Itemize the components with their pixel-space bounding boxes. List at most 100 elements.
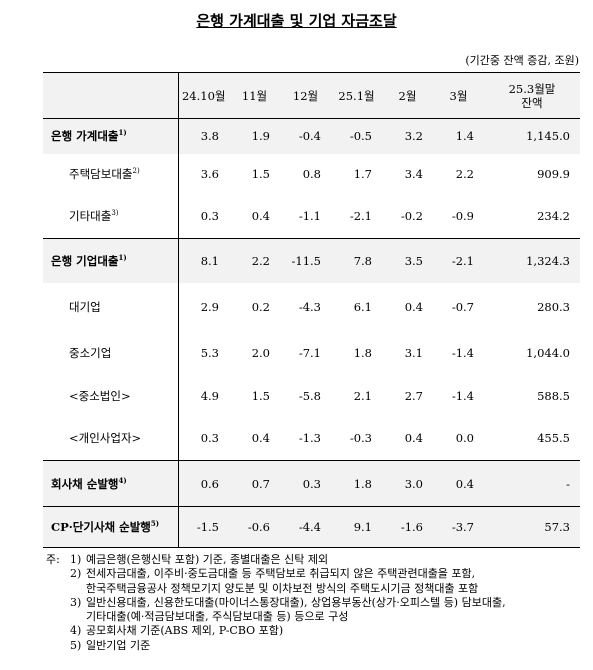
total-row: 회사채 순발행4) 0.6 0.7 0.3 1.8 3.0 0.4 - bbox=[43, 460, 580, 507]
value-cell: 0.7 bbox=[251, 476, 270, 491]
value-cell: -0.4 bbox=[298, 129, 321, 144]
value-cell: 0.6 bbox=[200, 476, 219, 491]
row-label: 은행 기업대출1) bbox=[43, 238, 179, 283]
note-marker: 1) bbox=[70, 553, 82, 566]
value-cell: -2.1 bbox=[349, 208, 372, 223]
value-cell: -7.1 bbox=[298, 346, 321, 360]
value-cell: -0.9 bbox=[451, 208, 474, 223]
footnote-ref: 1) bbox=[118, 252, 127, 262]
row-label: 기타대출3) bbox=[43, 193, 179, 239]
title: 은행 가계대출 및 기업 자금조달 bbox=[196, 12, 397, 30]
column-header: 3월 bbox=[449, 88, 468, 103]
note-text: 예금은행(은행신탁 포함) 기준, 종별대출은 신탁 제외 bbox=[86, 553, 329, 566]
column-header-line: 잔액 bbox=[521, 95, 543, 110]
value-cell: 1,044.0 bbox=[526, 346, 570, 360]
note-line: 5) 일반기업 기준 bbox=[46, 639, 506, 653]
row-label-text: 기타대출 bbox=[69, 208, 112, 223]
value-cell: -0.3 bbox=[349, 430, 372, 445]
value-cell: 0.4 bbox=[404, 299, 423, 314]
row-group: CP·단기사채 순발행5) -1.5 -0.6 -4.4 9.1 -1.6 -3.7 57.3 bbox=[43, 506, 580, 548]
item-row: <개인사업자> 0.3 0.4 -1.3 -0.3 0.4 0.0 455.5 bbox=[43, 415, 580, 461]
value-cell: -0.7 bbox=[451, 299, 474, 314]
note-prefix: 주: bbox=[46, 553, 60, 566]
note-line: 4) 공모회사채 기준(ABS 제외, P-CBO 포함) bbox=[46, 624, 506, 638]
row-label-text: 은행 기업대출 bbox=[51, 253, 119, 268]
note-text: 일반신용대출, 신용한도대출(마이너스통장대출), 상업용부동산(상가·오피스텔… bbox=[86, 595, 506, 609]
column-header-line: 25.3월말 bbox=[508, 81, 556, 96]
row-group: 은행 기업대출1) 8.1 2.2 -11.5 7.8 3.5 -2.1 1,324.3 대기업… bbox=[43, 238, 580, 461]
value-cell: 588.5 bbox=[537, 388, 570, 403]
value-cell: 3.5 bbox=[404, 253, 423, 268]
value-cell: -0.6 bbox=[247, 520, 270, 534]
value-cell: -4.4 bbox=[298, 520, 321, 534]
item-row: <중소법인> 4.9 1.5 -5.8 2.1 2.7 -1.4 588.5 bbox=[43, 375, 580, 416]
value-cell: -2.1 bbox=[451, 253, 474, 268]
value-cell: 1.5 bbox=[251, 388, 270, 403]
note-marker: 2) bbox=[70, 567, 82, 581]
value-cell: 0.4 bbox=[251, 208, 270, 223]
footnote-ref: 4) bbox=[118, 475, 127, 485]
note-prefix bbox=[46, 582, 70, 596]
row-group: 은행 가계대출1) 3.8 1.9 -0.4 -0.5 3.2 1.4 1,145.0 주택담보… bbox=[43, 118, 580, 239]
total-row: 은행 기업대출1) 8.1 2.2 -11.5 7.8 3.5 -2.1 1,324.3 bbox=[43, 238, 580, 283]
value-cell: -5.8 bbox=[298, 388, 321, 403]
value-cell: 2.1 bbox=[353, 388, 372, 403]
value-cell: -1.5 bbox=[196, 520, 219, 534]
data-table: 24.10월 11월 12월 25.1월 2월 3월 25.3월말 잔액 은행 가계대출1) 3… bbox=[43, 72, 580, 548]
column-header: 11월 bbox=[241, 88, 268, 103]
value-cell: 3.2 bbox=[404, 129, 423, 144]
corner-cell bbox=[43, 72, 179, 119]
value-cell: -1.4 bbox=[451, 388, 474, 403]
footnote-ref: 1) bbox=[118, 128, 127, 138]
row-label: 대기업 bbox=[43, 282, 179, 331]
value-cell: -1.4 bbox=[451, 346, 474, 360]
value-cell: 8.1 bbox=[200, 253, 219, 268]
row-label: 주택담보대출2) bbox=[43, 153, 179, 194]
note-prefix bbox=[46, 596, 70, 610]
value-cell: -3.7 bbox=[451, 520, 474, 534]
note-prefix bbox=[46, 567, 70, 581]
note-text: 한국주택금융공사 정책모기지 양도분 및 이차보전 방식의 주택도시기금 정책대… bbox=[86, 581, 479, 595]
value-cell: -0.5 bbox=[349, 129, 372, 144]
value-cell: -11.5 bbox=[291, 253, 322, 268]
value-cell: 1.4 bbox=[455, 129, 474, 144]
value-cell: 0.8 bbox=[302, 166, 321, 181]
column-header: 12월 bbox=[292, 88, 319, 103]
footnote-ref: 2) bbox=[132, 166, 140, 175]
value-cell: -1.1 bbox=[298, 208, 321, 223]
row-label-text: <중소법인> bbox=[69, 388, 131, 403]
value-cell: 9.1 bbox=[353, 520, 372, 534]
note-text: 일반기업 기준 bbox=[86, 638, 151, 652]
note-marker bbox=[70, 610, 86, 624]
value-cell: 2.2 bbox=[455, 166, 474, 181]
note-text: 공모회사채 기준(ABS 제외, P-CBO 포함) bbox=[86, 624, 284, 638]
note-line: 기타대출(예·적금담보대출, 주식담보대출 등) 등으로 구성 bbox=[46, 610, 506, 624]
value-cell: 0.4 bbox=[404, 430, 423, 445]
value-cell: 0.4 bbox=[251, 430, 270, 445]
value-cell: -0.2 bbox=[400, 208, 423, 223]
item-row: 기타대출3) 0.3 0.4 -1.1 -2.1 -0.2 -0.9 234.2 bbox=[43, 193, 580, 239]
value-cell: 1.8 bbox=[353, 346, 372, 360]
value-cell: 1.9 bbox=[251, 129, 270, 144]
value-cell: 3.0 bbox=[404, 476, 423, 491]
row-label: CP·단기사채 순발행5) bbox=[43, 506, 179, 548]
total-row: CP·단기사채 순발행5) -1.5 -0.6 -4.4 9.1 -1.6 -3.7 57.3 bbox=[43, 506, 580, 548]
value-cell: -1.6 bbox=[400, 520, 423, 534]
row-group: 회사채 순발행4) 0.6 0.7 0.3 1.8 3.0 0.4 - bbox=[43, 460, 580, 507]
row-label: 은행 가계대출1) bbox=[43, 118, 179, 154]
value-cell: 1.5 bbox=[251, 166, 270, 181]
row-label: 회사채 순발행4) bbox=[43, 460, 179, 507]
column-header: 25.3월말 잔액 bbox=[484, 73, 580, 119]
notes: 주: 1) 예금은행(은행신탁 포함) 기준, 종별대출은 신탁 제외 2) 전세자금대… bbox=[46, 553, 506, 653]
note-prefix bbox=[46, 610, 70, 624]
value-cell: 455.5 bbox=[537, 430, 570, 445]
value-cell: 7.8 bbox=[353, 253, 372, 268]
value-cell: 4.9 bbox=[200, 388, 219, 403]
value-cell: 1.8 bbox=[353, 476, 372, 491]
row-label-text: 회사채 순발행 bbox=[51, 476, 119, 491]
footnote-ref: 5) bbox=[150, 519, 160, 529]
value-cell: 0.4 bbox=[455, 476, 474, 491]
value-cell: 1.7 bbox=[353, 166, 372, 181]
value-cell: 2.7 bbox=[404, 388, 423, 403]
value-cell: 5.3 bbox=[200, 346, 219, 360]
